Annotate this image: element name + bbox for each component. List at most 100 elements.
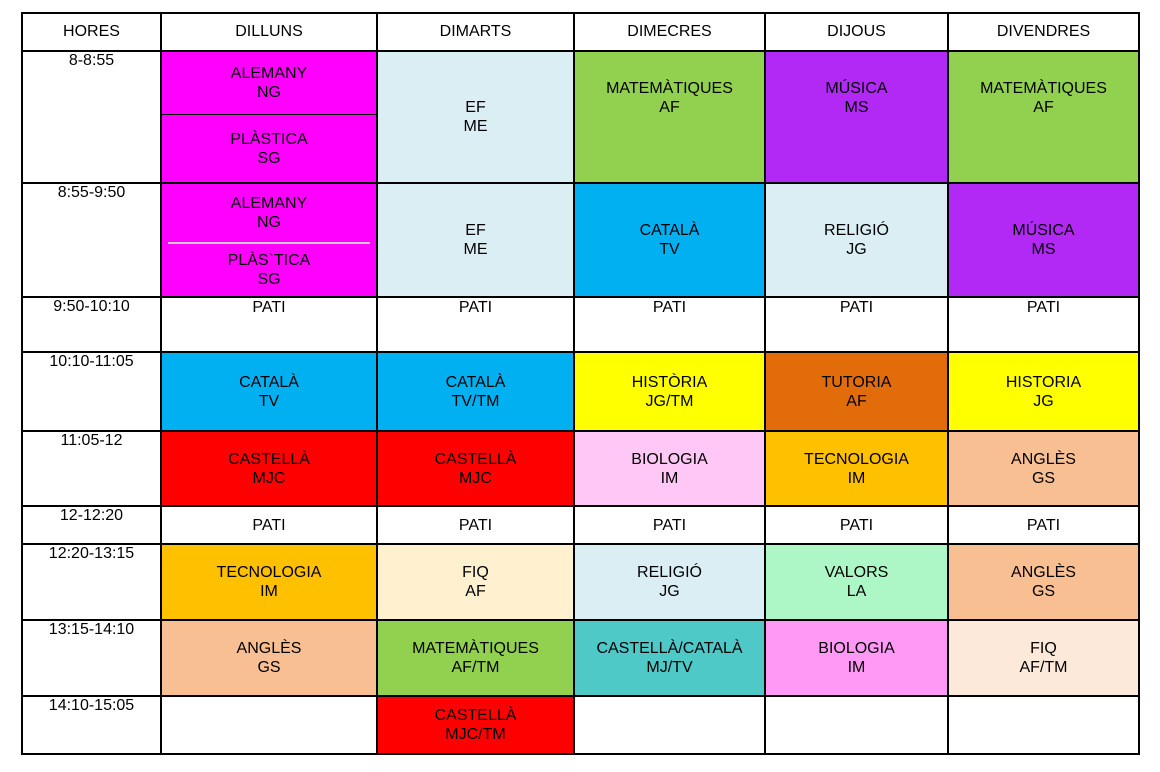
class-cell: MATEMÀTIQUES AF (947, 50, 1140, 184)
class-cell: CATALÀ TV/TM (376, 351, 575, 432)
class-cell: HISTORIA JG (947, 351, 1140, 432)
time-slot: 8:55-9:50 (21, 182, 162, 298)
time-slot: 9:50-10:10 (21, 296, 162, 353)
header-friday: DIVENDRES (947, 12, 1140, 52)
subject-label: PATI (652, 299, 687, 316)
class-cell: PATI (764, 505, 949, 545)
subject-label: RELIGIÓ (824, 222, 889, 239)
teacher-label: IM (847, 469, 866, 487)
subject-label: PLÀSTICA (230, 130, 308, 148)
empty-cell (764, 695, 949, 755)
teacher-label: GS (1031, 583, 1056, 600)
subject-label: CASTELLÀ (434, 450, 517, 468)
empty-cell (160, 695, 378, 755)
teacher-label: JG/TM (645, 392, 694, 410)
subject-label: MATEMÀTIQUES (980, 80, 1107, 97)
timetable-row: 11:05-12 CASTELLÀ MJC CASTELLÀ MJC BIOLOGIA IM… (21, 430, 1140, 507)
subject-label: MÚSICA (825, 80, 888, 97)
teacher-label: MS (844, 99, 869, 116)
teacher-label: TV (659, 241, 680, 258)
time-slot: 11:05-12 (21, 430, 162, 507)
class-slot-top: ALEMANY NG (162, 52, 376, 115)
teacher-label: JG (1033, 392, 1054, 410)
subject-label: PATI (839, 299, 874, 316)
class-cell: ANGLÈS GS (947, 430, 1140, 507)
header-thursday: DIJOUS (764, 12, 949, 52)
class-cell: TUTORIA AF (764, 351, 949, 432)
header-monday: DILLUNS (160, 12, 378, 52)
subject-label: CATALÀ (239, 373, 299, 391)
class-cell: PATI (160, 296, 378, 353)
teacher-label: AF (846, 392, 867, 410)
timetable-row: 12:20-13:15 TECNOLOGIA IM FIQ AF RELIGIÓ JG VAL… (21, 543, 1140, 621)
subject-label: ANGLÈS (1011, 564, 1076, 581)
subject-label: CATALÀ (639, 222, 700, 239)
empty-cell (947, 695, 1140, 755)
subject-label: CASTELLÀ (434, 707, 517, 724)
subject-label: MÚSICA (1012, 222, 1075, 239)
subject-label: PATI (458, 516, 493, 534)
teacher-label: IM (660, 469, 679, 487)
subject-label: ALEMANY (230, 195, 308, 212)
header-tuesday: DIMARTS (376, 12, 575, 52)
timetable-row: 9:50-10:10 PATI PATI PATI PATI PATI (21, 296, 1140, 353)
subject-label: TECNOLOGIA (804, 450, 909, 468)
class-cell: TECNOLOGIA IM (764, 430, 949, 507)
teacher-label: TV/TM (451, 392, 500, 410)
time-slot: 12:20-13:15 (21, 543, 162, 621)
teacher-label: SG (257, 149, 281, 167)
timetable-row: 14:10-15:05 CASTELLÀ MJC/TM (21, 695, 1140, 755)
subject-label: VALORS (824, 564, 889, 581)
class-cell: MATEMÀTIQUES AF (573, 50, 766, 184)
subject-label: RELIGIÓ (637, 564, 702, 581)
class-cell: RELIGIÓ JG (573, 543, 766, 621)
class-cell: HISTÒRIA JG/TM (573, 351, 766, 432)
subject-label: TUTORIA (821, 373, 892, 391)
teacher-label: AF/TM (451, 659, 500, 676)
teacher-label: TV (258, 392, 280, 410)
class-cell-split: ALEMANY NG PLÀS`TICA SG (160, 182, 378, 298)
time-slot: 14:10-15:05 (21, 695, 162, 755)
teacher-label: NG (257, 84, 281, 101)
subject-label: FIQ (462, 564, 489, 581)
teacher-label: ME (463, 118, 488, 135)
class-cell: CASTELLÀ/CATALÀ MJ/TV (573, 619, 766, 697)
class-cell: MÚSICA MS (764, 50, 949, 184)
class-slot-bottom: PLÀS`TICA SG (162, 244, 376, 295)
class-cell: MÚSICA MS (947, 182, 1140, 298)
header-wednesday: DIMECRES (573, 12, 766, 52)
teacher-label: AF (1033, 99, 1054, 116)
timetable-row: 12-12:20 PATI PATI PATI PATI PATI (21, 505, 1140, 545)
teacher-label: IM (260, 583, 278, 600)
subject-label: ANGLÈS (236, 640, 302, 657)
subject-label: PATI (458, 299, 493, 316)
teacher-label: IM (847, 659, 866, 676)
class-cell: CATALÀ TV (160, 351, 378, 432)
subject-label: PATI (252, 299, 286, 316)
class-slot-bottom: PLÀSTICA SG (162, 115, 376, 182)
subject-label: HISTORIA (1005, 373, 1082, 391)
class-cell: BIOLOGIA IM (764, 619, 949, 697)
timetable-row: 10:10-11:05 CATALÀ TV CATALÀ TV/TM HISTÒRIA JG… (21, 351, 1140, 432)
teacher-label: MJC/TM (445, 726, 506, 743)
class-cell: EF ME (376, 50, 575, 184)
class-cell: CATALÀ TV (573, 182, 766, 298)
teacher-label: JG (659, 583, 680, 600)
teacher-label: GS (257, 659, 281, 676)
class-slot-top: ALEMANY NG (168, 184, 370, 244)
teacher-label: LA (846, 583, 867, 600)
class-cell: CASTELLÀ MJC (160, 430, 378, 507)
teacher-label: SG (257, 270, 281, 288)
class-cell: TECNOLOGIA IM (160, 543, 378, 621)
teacher-label: NG (257, 214, 281, 231)
time-slot: 8-8:55 (21, 50, 162, 184)
class-cell: PATI (947, 505, 1140, 545)
subject-label: EF (465, 99, 486, 116)
teacher-label: MJC (252, 469, 286, 487)
teacher-label: AF (465, 583, 486, 600)
subject-label: MATEMÀTIQUES (412, 640, 539, 657)
teacher-label: MS (1031, 241, 1056, 258)
teacher-label: MJ/TV (646, 659, 693, 676)
class-cell: ANGLÈS GS (160, 619, 378, 697)
class-cell: ANGLÈS GS (947, 543, 1140, 621)
